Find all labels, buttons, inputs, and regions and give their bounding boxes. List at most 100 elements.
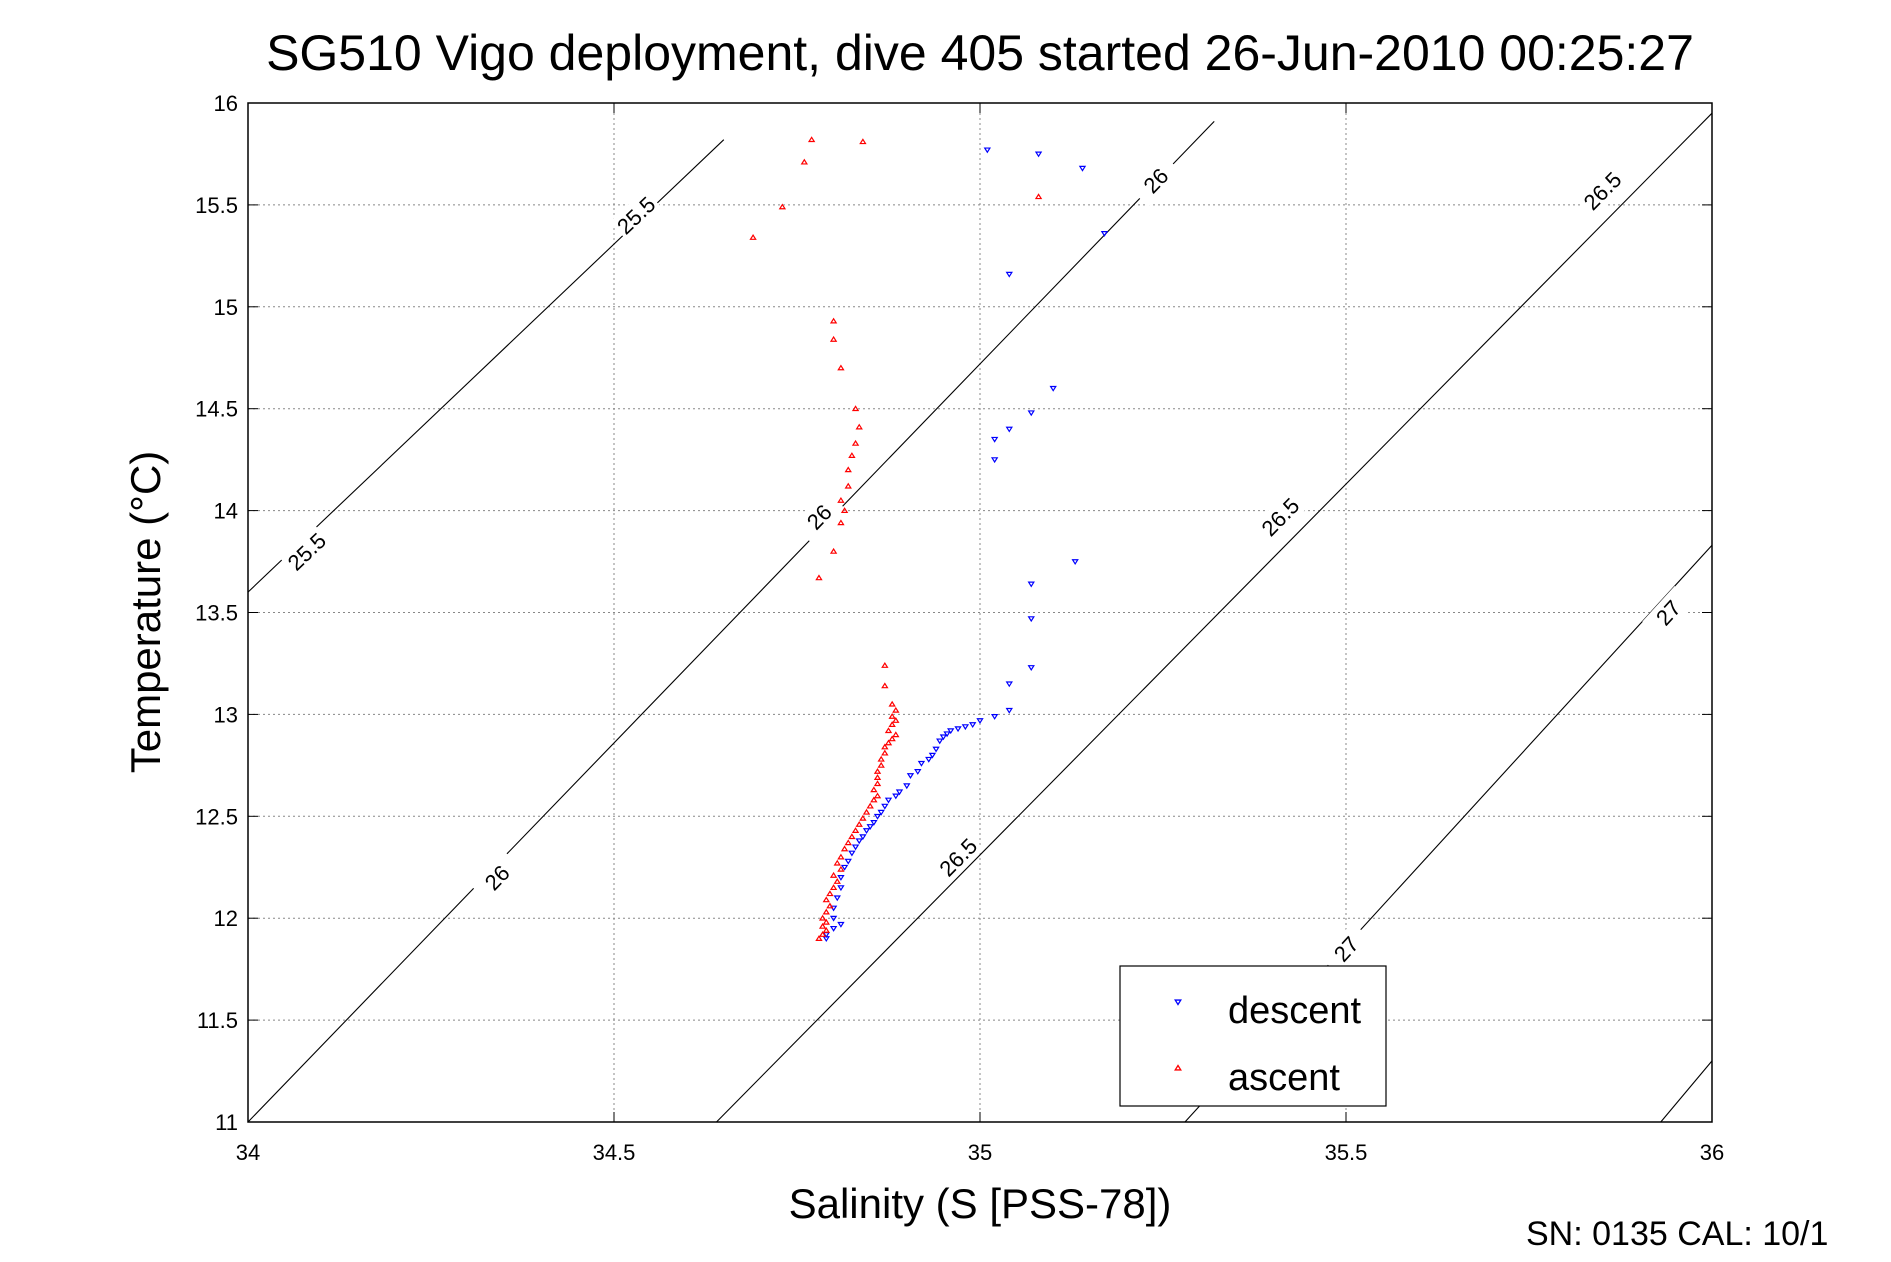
- descent-point: [840, 864, 849, 871]
- contour-line-26: [247, 120, 1215, 1123]
- contour-label-bg: [470, 851, 523, 904]
- x-tick-label: 34.5: [593, 1140, 636, 1165]
- descent-point: [1005, 426, 1013, 433]
- descent-point: [837, 921, 845, 928]
- descent-point: [990, 457, 999, 464]
- descent-point: [837, 885, 845, 892]
- descent-point: [1005, 707, 1013, 714]
- descent-point: [844, 858, 852, 865]
- y-tick-label: 11: [215, 1110, 238, 1135]
- descent-point: [939, 734, 948, 741]
- descent-point: [1027, 616, 1035, 623]
- ascent-point: [884, 727, 893, 734]
- legend-marker-descent-shape: [1174, 999, 1182, 1006]
- descent-point: [829, 915, 838, 922]
- ascent-point: [829, 884, 838, 891]
- descent-point: [903, 783, 911, 790]
- descent-point: [990, 714, 999, 720]
- legend-marker-descent: [1174, 999, 1182, 1006]
- ascent-point: [844, 839, 852, 846]
- ascent-point: [888, 735, 896, 742]
- descent-point: [881, 803, 889, 810]
- descent-point: [1071, 559, 1079, 566]
- ascent-point: [881, 682, 889, 689]
- ascent-point: [859, 138, 867, 145]
- ascent-point: [859, 814, 867, 821]
- contour-label-bg: [1129, 154, 1182, 207]
- descent-point: [968, 722, 977, 729]
- legend-label-ascent: ascent: [1228, 1057, 1340, 1099]
- ascent-point: [807, 136, 816, 143]
- descent-point: [895, 789, 904, 796]
- grid-lines: [248, 103, 1712, 1122]
- ascent-point: [848, 452, 856, 458]
- descent-point: [917, 760, 926, 767]
- series-ascent: [749, 136, 1043, 941]
- descent-point: [990, 436, 999, 443]
- descent-point: [1034, 151, 1043, 158]
- ascent-point: [888, 721, 896, 728]
- ascent-point: [877, 755, 885, 762]
- data-points: [749, 136, 1109, 943]
- descent-point: [1027, 665, 1035, 671]
- calibration-footer: SN: 0135 CAL: 10/1: [1526, 1215, 1828, 1253]
- x-tick-label: 36: [1700, 1140, 1724, 1165]
- ascent-point: [881, 743, 889, 750]
- contour-label-bg: [280, 525, 333, 578]
- ascent-point: [837, 496, 845, 503]
- descent-point: [925, 756, 933, 763]
- descent-point: [851, 844, 860, 851]
- legend-marker-ascent: [1174, 1064, 1182, 1071]
- ascent-point: [888, 700, 896, 707]
- y-tick-label: 11.5: [197, 1008, 238, 1033]
- contour-line-26-5: [716, 112, 1713, 1123]
- descent-point: [1100, 231, 1109, 237]
- contour-label-bg: [1642, 586, 1694, 639]
- y-tick-label: 12: [214, 906, 238, 931]
- ascent-point: [892, 706, 900, 713]
- ascent-point: [822, 908, 830, 915]
- x-axis-ticks: 34 34.5 35 35.5 36: [236, 103, 1724, 1165]
- ascent-point: [840, 845, 849, 852]
- contour-label-bg: [609, 189, 663, 242]
- descent-point: [947, 728, 955, 735]
- descent-point: [1005, 271, 1013, 278]
- descent-point: [873, 813, 882, 820]
- descent-point: [983, 147, 992, 154]
- descent-point: [833, 895, 841, 902]
- y-tick-label: 16: [214, 91, 238, 116]
- y-axis-label: Temperature (°C): [122, 451, 169, 774]
- ascent-point: [829, 317, 838, 324]
- descent-point: [870, 819, 878, 826]
- descent-point: [936, 738, 944, 745]
- ascent-point: [837, 865, 845, 872]
- descent-point: [884, 797, 893, 804]
- chart-title: SG510 Vigo deployment, dive 405 started …: [266, 25, 1694, 81]
- y-tick-label: 13.5: [195, 601, 238, 626]
- ascent-point: [818, 914, 827, 921]
- legend-marker-ascent-shape: [1174, 1064, 1182, 1071]
- descent-point: [866, 824, 874, 830]
- ascent-point: [818, 922, 827, 929]
- descent-point: [906, 773, 915, 780]
- descent-point: [1049, 385, 1057, 392]
- x-tick-label: 35.5: [1325, 1140, 1368, 1165]
- ascent-point: [822, 926, 830, 933]
- x-axis-label: Salinity (S [PSS-78]): [789, 1180, 1172, 1227]
- ascent-point: [829, 335, 838, 342]
- ascent-point: [826, 890, 834, 897]
- descent-point: [943, 731, 951, 738]
- ascent-point: [877, 761, 885, 768]
- descent-point: [954, 726, 962, 733]
- descent-point: [914, 769, 922, 775]
- ascent-point: [848, 833, 856, 840]
- y-tick-label: 15.5: [195, 193, 238, 218]
- descent-point: [1027, 581, 1035, 588]
- contour-label-bg: [1576, 164, 1629, 217]
- descent-point: [862, 828, 871, 835]
- ascent-point: [855, 820, 863, 827]
- descent-point: [976, 718, 984, 724]
- ascent-point: [881, 662, 889, 668]
- ascent-point: [844, 482, 852, 489]
